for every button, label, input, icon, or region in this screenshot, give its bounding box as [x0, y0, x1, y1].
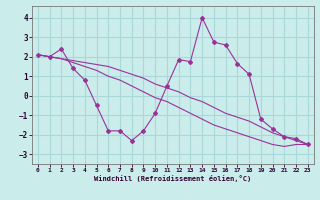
X-axis label: Windchill (Refroidissement éolien,°C): Windchill (Refroidissement éolien,°C): [94, 175, 252, 182]
